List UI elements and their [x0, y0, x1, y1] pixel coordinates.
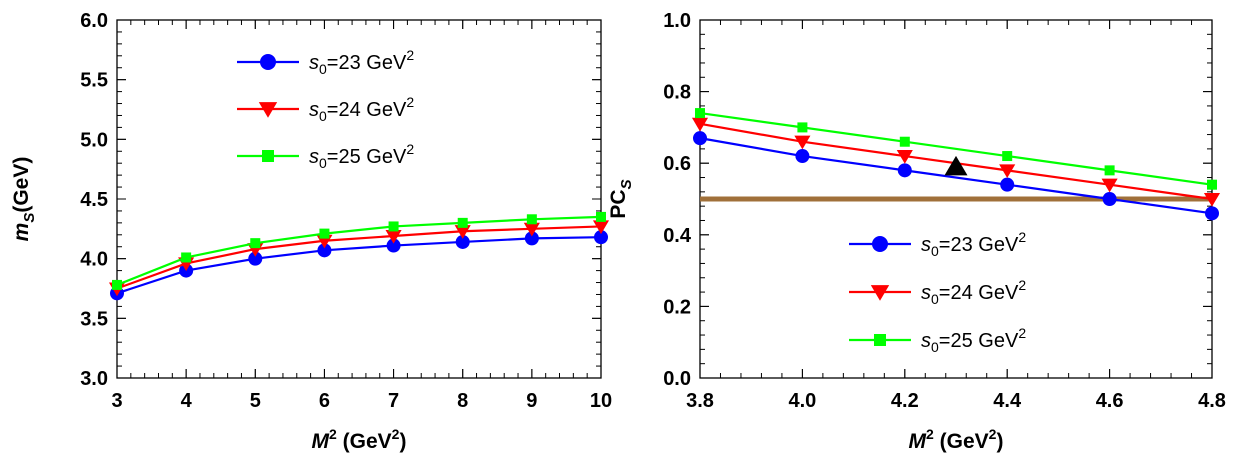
data-point [1102, 192, 1117, 206]
legend-marker [262, 150, 274, 162]
legend-label: s0=25 GeV2 [309, 141, 414, 171]
data-point [1104, 165, 1115, 176]
y-tick-label: 0.8 [663, 82, 691, 104]
legend-label: s0=24 GeV2 [921, 277, 1026, 307]
x-tick-label: 8 [457, 390, 468, 412]
y-tick-label: 0.4 [663, 225, 692, 247]
series-line [699, 137, 1213, 215]
x-axis-label: M2 (GeV2) [909, 426, 1004, 453]
x-tick-label: 6 [319, 390, 330, 412]
series-2 [112, 211, 606, 290]
x-tick-label: 4.8 [1198, 390, 1226, 412]
series-line [699, 111, 1213, 186]
legend-marker [872, 236, 888, 252]
series-line [116, 225, 602, 290]
x-tick-label: 4.4 [993, 390, 1022, 412]
data-point [795, 149, 810, 164]
legend-marker [260, 54, 276, 70]
series-0 [693, 131, 1219, 221]
data-point [592, 220, 610, 235]
data-point [794, 135, 811, 150]
legend-label: s0=25 GeV2 [921, 325, 1026, 355]
series-line [116, 215, 602, 286]
y-tick-label: 4.0 [80, 249, 108, 271]
x-axis-label: M2 (GeV2) [312, 426, 407, 453]
y-tick-label: 0.2 [663, 296, 691, 318]
legend-label: s0=23 GeV2 [309, 47, 414, 77]
legend-label: s0=23 GeV2 [921, 229, 1026, 259]
series-2 [695, 108, 1217, 190]
data-point [797, 122, 808, 133]
y-tick-label: 1.0 [663, 10, 691, 32]
y-axis-label: mS(GeV) [10, 157, 38, 242]
data-point [1207, 179, 1217, 190]
data-point [388, 221, 399, 232]
x-tick-label: 7 [388, 390, 399, 412]
data-point [596, 211, 606, 222]
data-point [693, 131, 707, 146]
data-point [181, 252, 192, 263]
data-point [455, 234, 470, 249]
data-point [1101, 178, 1118, 193]
data-point [248, 251, 263, 266]
x-tick-label: 4.0 [788, 390, 816, 412]
legend-marker [870, 285, 890, 301]
y-tick-label: 3.5 [80, 308, 108, 330]
legend-marker [258, 102, 278, 118]
legend-label: s0=24 GeV2 [309, 94, 414, 124]
annotation-triangle [944, 155, 968, 176]
y-tick-label: 0.0 [663, 368, 691, 390]
data-point [386, 238, 401, 253]
data-point [526, 214, 537, 225]
data-point [695, 108, 705, 119]
data-point [999, 164, 1016, 179]
mass-chart: 3 4 5 6 7 8 9 10 3.0 3.5 4.0 4.5 5.0 5.5 6.0 M2 (GeV2) m… [10, 10, 612, 453]
x-tick-label: 9 [526, 390, 537, 412]
data-point [691, 117, 709, 132]
data-point [457, 217, 468, 228]
data-point [319, 228, 330, 239]
y-axis-label: PCS [607, 179, 635, 218]
series-line [116, 236, 602, 295]
data-point [897, 163, 912, 178]
data-point [454, 225, 471, 239]
data-point [899, 136, 910, 147]
series-0 [110, 230, 608, 301]
y-tick-label: 4.5 [80, 189, 108, 211]
data-point [385, 229, 402, 244]
data-point [1203, 192, 1221, 207]
data-point [594, 230, 608, 245]
x-tick-label: 3 [111, 390, 122, 412]
legend: s0=23 GeV2 s0=24 GeV2 s0=25 GeV2 [237, 47, 414, 171]
x-tick-label: 4.6 [1096, 390, 1124, 412]
y-tick-label: 0.6 [663, 153, 691, 175]
data-point [317, 243, 332, 258]
y-tick-label: 3.0 [80, 368, 108, 390]
legend: s0=23 GeV2 s0=24 GeV2 s0=25 GeV2 [849, 229, 1026, 355]
x-tick-label: 10 [590, 390, 612, 412]
data-point [896, 150, 913, 164]
pole-contribution-chart: 3.8 4.0 4.2 4.4 4.6 4.8 0.0 0.2 0.4 0.6 0.8 1.0 M2 (… [607, 10, 1226, 453]
y-tick-label: 6.0 [80, 10, 108, 32]
x-tick-label: 4 [181, 390, 193, 412]
x-tick-label: 4.2 [891, 390, 919, 412]
data-point [112, 279, 122, 290]
y-tick-label: 5.0 [80, 129, 108, 151]
data-point [250, 238, 261, 249]
data-point [1000, 177, 1015, 192]
data-point [524, 231, 539, 246]
data-point [1205, 206, 1219, 221]
data-point [523, 222, 540, 237]
y-tick-label: 5.5 [80, 70, 108, 92]
x-tick-label: 5 [250, 390, 261, 412]
x-tick-label: 3.8 [686, 390, 714, 412]
data-point [1002, 151, 1013, 162]
legend-marker [874, 334, 886, 346]
